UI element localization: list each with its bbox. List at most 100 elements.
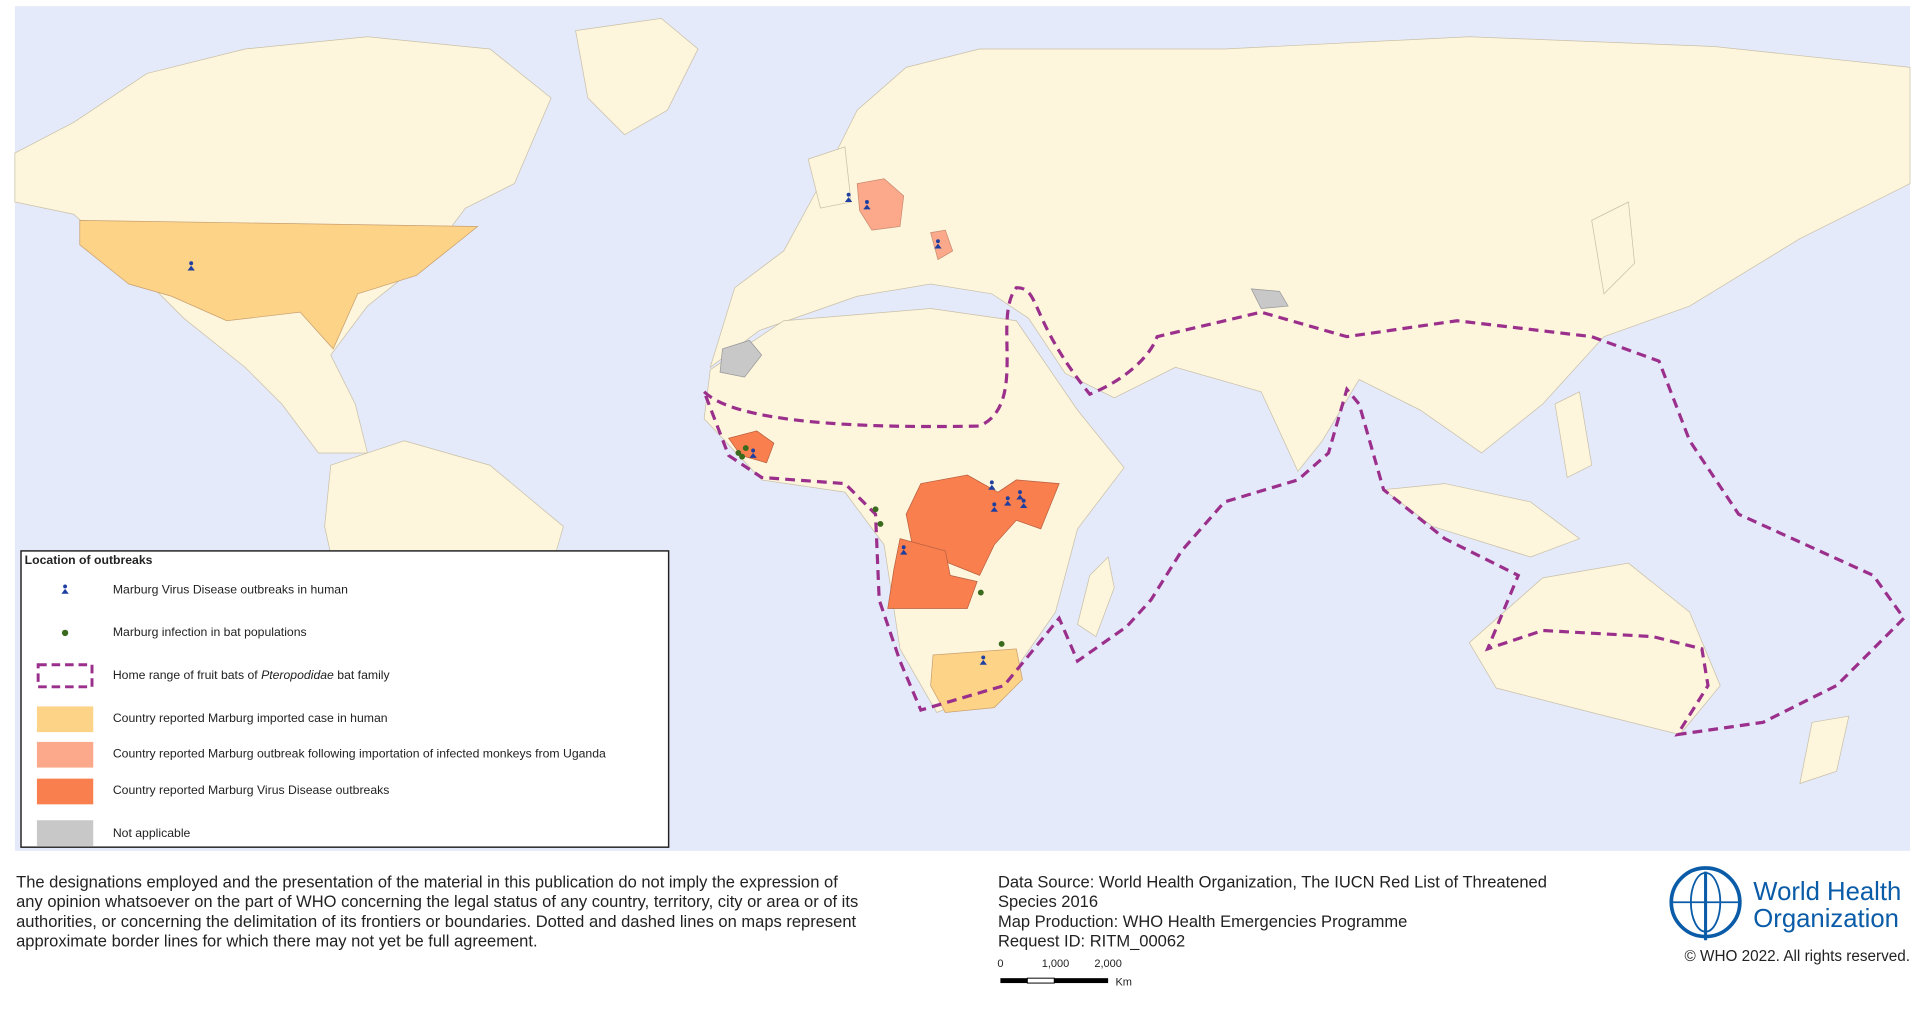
label-part: Home range of fruit bats of [113,668,261,682]
legend-label: Not applicable [113,826,191,840]
human-outbreak-marker [187,261,195,271]
scale-label: 1,000 [1042,958,1070,970]
marker-body [61,588,69,594]
marker-head [1021,498,1026,503]
human-outbreak-marker [990,502,998,512]
human-outbreak-marker [61,584,69,594]
human-outbreak-marker [749,448,757,458]
markers [187,192,1028,665]
human-outbreak-marker [934,239,942,249]
marker-body [844,197,853,202]
label-part: bat family [334,668,391,682]
copyright: © WHO 2022. All rights reserved. [1684,948,1910,965]
country-outbreaks [887,538,978,609]
source-line: Request ID: RITM_00062 [998,931,1185,950]
source: Data Source: World Health Organization, … [998,873,1547,951]
not-applicable [1250,288,1289,309]
marker-body [900,549,908,555]
marker-body [1004,500,1012,506]
legend-swatch [36,820,94,846]
source-line: Data Source: World Health Organization, … [998,873,1547,892]
human-outbreak-marker [988,480,996,490]
disclaimer: The designations employed and the presen… [16,873,858,951]
human-outbreak-marker [1004,496,1012,506]
legend-label: Marburg Virus Disease outbreaks in human [113,582,348,596]
scale-label: 2,000 [1094,958,1122,970]
marker-head [989,480,994,485]
marker-head [751,448,756,453]
country-monkeys [856,178,905,231]
legend-title: Location of outbreaks [25,553,153,567]
scale-unit: Km [1115,977,1132,989]
disclaimer-line: authorities, or concerning the delimitat… [16,912,856,931]
marker-body [187,265,195,271]
bat-marker [877,521,884,527]
source-line: Map Production: WHO Health Emergencies P… [998,912,1407,931]
disclaimer-line: The designations employed and the presen… [16,873,838,892]
scale-bar: 0 1,000 2,000 Km [997,958,1132,988]
fruit-bat-range [702,286,1906,737]
bat-marker [742,445,749,452]
legend-swatch [36,706,94,733]
legend-human-icon [61,584,69,594]
country-fills [79,178,1289,713]
marker-head [992,502,997,507]
bat-marker [998,641,1005,647]
country-monkeys [930,229,954,261]
legend-box [20,550,670,848]
legend-swatch [36,741,94,768]
legend-label: Home range of fruit bats of Pteropodidae… [113,668,391,682]
marker-head [1005,496,1010,501]
human-outbreak-marker [863,200,871,210]
marker-head [189,261,194,266]
legend: Location of outbreaks Marburg Virus Dise… [20,550,670,848]
marker-head [981,655,986,660]
marker-head [1018,490,1022,495]
legend-label: Country reported Marburg imported case i… [113,711,388,725]
disclaimer-line: any opinion whatsoever on the part of WH… [16,892,858,911]
marker-head [846,192,851,197]
scale-segment [1026,977,1055,984]
legend-range-icon [36,663,94,689]
bat-marker [739,453,746,460]
bat-marker [872,506,879,513]
marker-head [936,239,940,244]
marker-head [864,200,869,204]
marker-body [934,243,942,249]
human-outbreak-marker [1019,498,1028,509]
marker-body [990,506,998,512]
legend-swatch [36,778,94,805]
human-outbreak-marker [900,545,908,555]
marker-head [63,584,68,589]
bat-marker [735,450,742,456]
legend-label: Country reported Marburg outbreak follow… [113,746,606,760]
marker-body [988,484,996,490]
scale-segment [1054,978,1109,984]
disclaimer-line: approximate border lines for which there… [16,931,537,950]
country-imported [79,219,479,350]
legend-bat-icon [61,629,69,637]
human-outbreak-marker [844,192,853,202]
label-italic: Pteropodidae [261,668,334,682]
scale-label: 0 [997,958,1003,970]
marker-body [1016,494,1024,500]
source-line: Species 2016 [998,892,1098,911]
legend-label: Country reported Marburg Virus Disease o… [113,783,390,797]
marker-body [749,452,757,458]
human-outbreak-marker [1016,490,1024,500]
human-outbreak-marker [979,655,987,665]
scale-segment [1000,978,1028,984]
marker-body [1019,503,1028,509]
marker-body [863,204,871,210]
marker-body [979,659,987,665]
logo-text: Organization [1753,905,1899,933]
not-applicable [719,339,763,378]
who-logo: World Health Organization © WHO 2022. Al… [1669,866,1910,965]
country-imported [930,648,1023,713]
marker-head [901,545,906,550]
bat-marker [977,589,984,596]
logo-text: World Health [1753,878,1901,906]
legend-label: Marburg infection in bat populations [113,625,307,639]
